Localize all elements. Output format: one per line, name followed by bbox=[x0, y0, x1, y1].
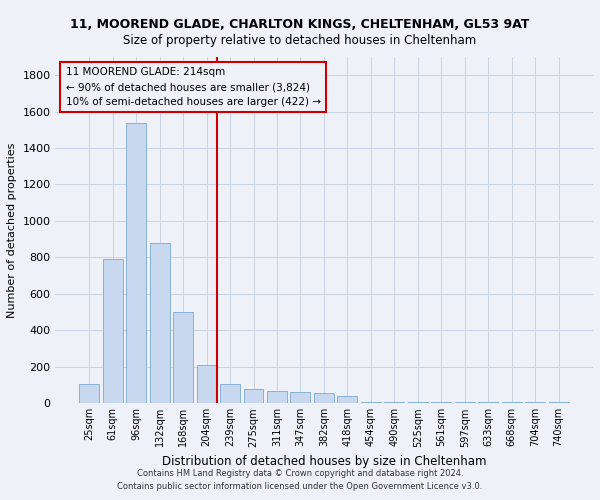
Text: Contains HM Land Registry data © Crown copyright and database right 2024.
Contai: Contains HM Land Registry data © Crown c… bbox=[118, 470, 482, 491]
Text: Size of property relative to detached houses in Cheltenham: Size of property relative to detached ho… bbox=[124, 34, 476, 47]
Bar bbox=[478, 402, 498, 403]
Bar bbox=[525, 402, 545, 403]
Bar bbox=[408, 402, 428, 403]
Bar bbox=[149, 243, 170, 403]
Bar bbox=[502, 402, 521, 403]
Bar bbox=[173, 312, 193, 403]
Bar bbox=[314, 393, 334, 403]
Bar bbox=[548, 402, 569, 403]
Bar bbox=[220, 384, 240, 403]
Text: 11 MOOREND GLADE: 214sqm
← 90% of detached houses are smaller (3,824)
10% of sem: 11 MOOREND GLADE: 214sqm ← 90% of detach… bbox=[65, 68, 320, 107]
Bar bbox=[267, 391, 287, 403]
Bar bbox=[126, 122, 146, 403]
Bar bbox=[337, 396, 358, 403]
Text: 11, MOOREND GLADE, CHARLTON KINGS, CHELTENHAM, GL53 9AT: 11, MOOREND GLADE, CHARLTON KINGS, CHELT… bbox=[70, 18, 530, 30]
X-axis label: Distribution of detached houses by size in Cheltenham: Distribution of detached houses by size … bbox=[161, 455, 486, 468]
Bar bbox=[361, 402, 381, 403]
Bar bbox=[431, 402, 451, 403]
Bar bbox=[244, 390, 263, 403]
Bar bbox=[455, 402, 475, 403]
Bar bbox=[103, 259, 122, 403]
Bar bbox=[385, 402, 404, 403]
Bar bbox=[197, 365, 217, 403]
Y-axis label: Number of detached properties: Number of detached properties bbox=[7, 142, 17, 318]
Bar bbox=[79, 384, 99, 403]
Bar bbox=[290, 392, 310, 403]
